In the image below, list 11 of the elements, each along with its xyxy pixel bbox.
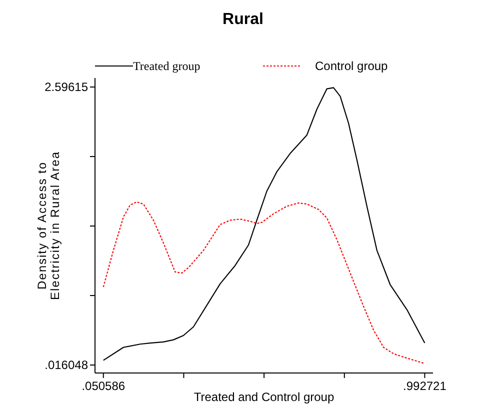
- line-series: [102, 87, 426, 361]
- legend-label: Treated group: [133, 59, 200, 73]
- x-tick-label: .050586: [82, 379, 126, 393]
- legend-label: Control group: [315, 59, 388, 73]
- x-axis-title: Treated and Control group: [194, 390, 334, 404]
- y-axis-title: Density of Access to Electricity in Rural Area: [35, 150, 62, 300]
- x-tick-label: .992721: [403, 379, 447, 393]
- line-series: [102, 201, 426, 364]
- y-tick-label: .016048: [44, 358, 88, 372]
- y-tick-label: 2.59615: [44, 80, 88, 94]
- chart-title: Rural: [222, 11, 264, 28]
